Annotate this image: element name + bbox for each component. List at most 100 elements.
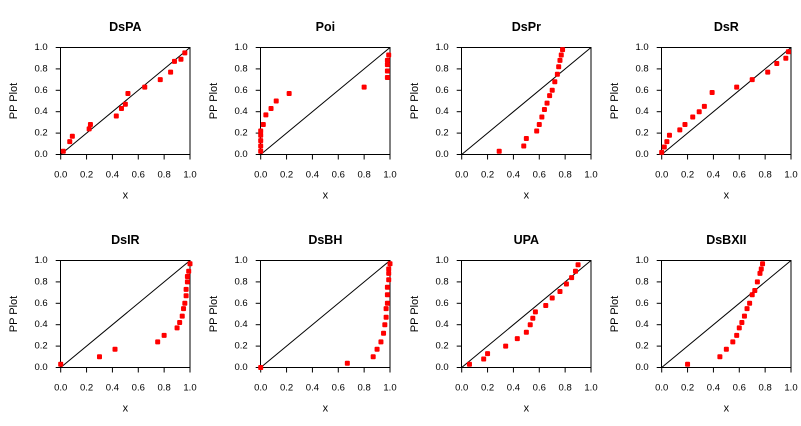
svg-text:0.8: 0.8: [558, 170, 571, 181]
svg-text:0.0: 0.0: [655, 170, 668, 181]
svg-text:0.2: 0.2: [34, 128, 47, 139]
svg-text:0.6: 0.6: [635, 298, 648, 309]
svg-text:0.0: 0.0: [635, 149, 648, 160]
svg-text:0.4: 0.4: [435, 106, 448, 117]
svg-text:0.4: 0.4: [306, 170, 319, 181]
svg-text:0.4: 0.4: [106, 170, 119, 181]
svg-text:0.8: 0.8: [158, 170, 171, 181]
svg-text:0.4: 0.4: [707, 383, 720, 394]
svg-text:1.0: 1.0: [235, 255, 248, 266]
svg-text:PP Plot: PP Plot: [8, 296, 20, 333]
svg-text:0.4: 0.4: [707, 170, 720, 181]
svg-text:1.0: 1.0: [435, 255, 448, 266]
svg-text:0.6: 0.6: [332, 383, 345, 394]
svg-text:0.0: 0.0: [235, 149, 248, 160]
svg-text:0.0: 0.0: [635, 362, 648, 373]
svg-text:1.0: 1.0: [183, 170, 196, 181]
svg-text:PP Plot: PP Plot: [609, 296, 621, 333]
svg-text:0.2: 0.2: [480, 170, 493, 181]
svg-text:0.4: 0.4: [435, 319, 448, 330]
svg-text:1.0: 1.0: [384, 383, 397, 394]
svg-text:0.8: 0.8: [758, 170, 771, 181]
svg-text:DsPr: DsPr: [511, 20, 540, 34]
svg-text:1.0: 1.0: [435, 42, 448, 53]
svg-text:0.4: 0.4: [506, 383, 519, 394]
svg-text:PP Plot: PP Plot: [609, 83, 621, 120]
svg-text:DsBH: DsBH: [309, 233, 343, 247]
svg-text:DsIR: DsIR: [111, 233, 139, 247]
svg-text:0.6: 0.6: [532, 383, 545, 394]
svg-text:0.4: 0.4: [106, 383, 119, 394]
svg-text:0.0: 0.0: [235, 362, 248, 373]
svg-text:0.8: 0.8: [558, 383, 571, 394]
svg-text:1.0: 1.0: [235, 42, 248, 53]
svg-text:0.8: 0.8: [435, 276, 448, 287]
svg-text:0.8: 0.8: [34, 276, 47, 287]
svg-text:x: x: [523, 190, 529, 202]
svg-text:0.2: 0.2: [80, 170, 93, 181]
svg-text:1.0: 1.0: [635, 255, 648, 266]
svg-text:1.0: 1.0: [34, 42, 47, 53]
svg-text:0.0: 0.0: [435, 149, 448, 160]
svg-text:1.0: 1.0: [635, 42, 648, 53]
svg-text:PP Plot: PP Plot: [208, 83, 220, 120]
svg-text:x: x: [323, 190, 329, 202]
svg-text:x: x: [723, 403, 729, 415]
svg-text:PP Plot: PP Plot: [8, 83, 20, 120]
svg-text:0.4: 0.4: [506, 170, 519, 181]
svg-text:0.6: 0.6: [34, 85, 47, 96]
svg-text:0.8: 0.8: [358, 170, 371, 181]
svg-text:0.8: 0.8: [635, 63, 648, 74]
svg-text:0.6: 0.6: [235, 85, 248, 96]
svg-text:0.2: 0.2: [435, 128, 448, 139]
svg-text:0.4: 0.4: [635, 106, 648, 117]
svg-text:0.6: 0.6: [132, 170, 145, 181]
svg-text:x: x: [723, 190, 729, 202]
svg-text:1.0: 1.0: [784, 383, 797, 394]
svg-text:0.2: 0.2: [80, 383, 93, 394]
svg-text:1.0: 1.0: [34, 255, 47, 266]
svg-text:1.0: 1.0: [584, 170, 597, 181]
svg-text:0.2: 0.2: [280, 170, 293, 181]
svg-text:0.4: 0.4: [635, 319, 648, 330]
svg-text:0.8: 0.8: [235, 63, 248, 74]
svg-text:0.2: 0.2: [681, 383, 694, 394]
svg-text:0.0: 0.0: [54, 383, 67, 394]
svg-text:0.6: 0.6: [435, 85, 448, 96]
svg-text:0.2: 0.2: [480, 383, 493, 394]
svg-text:0.2: 0.2: [235, 128, 248, 139]
svg-text:0.6: 0.6: [732, 383, 745, 394]
svg-text:0.0: 0.0: [54, 170, 67, 181]
svg-text:x: x: [123, 190, 129, 202]
svg-text:0.2: 0.2: [635, 341, 648, 352]
svg-text:1.0: 1.0: [183, 383, 196, 394]
svg-text:0.8: 0.8: [635, 276, 648, 287]
svg-text:PP Plot: PP Plot: [208, 296, 220, 333]
svg-text:0.8: 0.8: [435, 63, 448, 74]
svg-text:0.0: 0.0: [455, 383, 468, 394]
svg-text:UPA: UPA: [513, 233, 538, 247]
svg-text:0.2: 0.2: [435, 341, 448, 352]
svg-text:0.0: 0.0: [254, 383, 267, 394]
svg-text:1.0: 1.0: [784, 170, 797, 181]
svg-text:x: x: [523, 403, 529, 415]
svg-text:0.6: 0.6: [332, 170, 345, 181]
svg-text:0.0: 0.0: [254, 170, 267, 181]
svg-text:x: x: [123, 403, 129, 415]
svg-text:0.0: 0.0: [435, 362, 448, 373]
svg-text:DsPA: DsPA: [109, 20, 141, 34]
svg-text:PP Plot: PP Plot: [409, 296, 421, 333]
svg-text:0.6: 0.6: [132, 383, 145, 394]
svg-text:0.6: 0.6: [635, 85, 648, 96]
svg-text:1.0: 1.0: [584, 383, 597, 394]
svg-text:0.8: 0.8: [758, 383, 771, 394]
svg-text:0.6: 0.6: [435, 298, 448, 309]
svg-text:0.2: 0.2: [235, 341, 248, 352]
svg-text:PP Plot: PP Plot: [409, 83, 421, 120]
svg-text:0.4: 0.4: [34, 319, 47, 330]
svg-text:0.2: 0.2: [635, 128, 648, 139]
svg-text:0.2: 0.2: [34, 341, 47, 352]
svg-text:0.6: 0.6: [732, 170, 745, 181]
svg-text:0.6: 0.6: [34, 298, 47, 309]
svg-text:0.4: 0.4: [235, 319, 248, 330]
